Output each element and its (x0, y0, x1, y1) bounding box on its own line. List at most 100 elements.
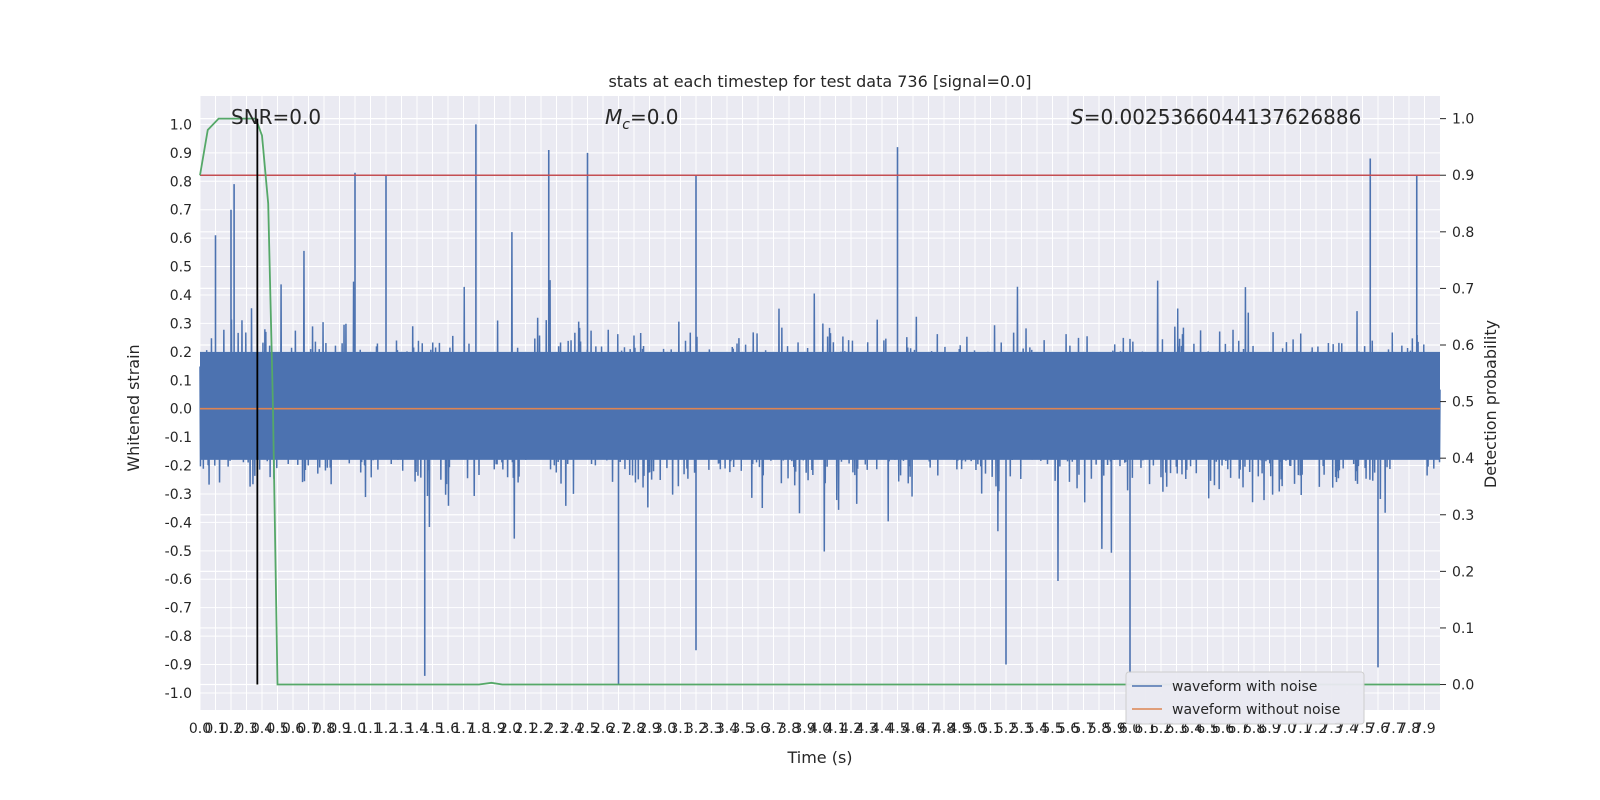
x-tick-label: 2.2 (530, 721, 552, 737)
y2-tick-label: 0.9 (1452, 168, 1474, 184)
y-tick-label: -1.0 (165, 686, 192, 702)
y-tick-label: 0.3 (170, 316, 192, 332)
x-tick-label: 4.4 (871, 721, 893, 737)
x-tick-label: 1.9 (483, 721, 505, 737)
y2-tick-label: 0.8 (1452, 225, 1474, 241)
y2-tick-label: 0.0 (1452, 678, 1474, 694)
legend: waveform with noise waveform without noi… (1125, 671, 1365, 725)
x-tick-label: 3.0 (654, 721, 676, 737)
x-axis-label: Time (s) (786, 748, 852, 767)
x-tick-label: 0.9 (328, 721, 350, 737)
x-tick-label: 5.6 (1057, 721, 1079, 737)
x-tick-label: 1.4 (406, 721, 428, 737)
x-tick-label: 1.0 (344, 721, 366, 737)
noise-core-band (200, 351, 1440, 460)
x-tick-label: 5.7 (1072, 721, 1094, 737)
x-tick-label: 2.1 (514, 721, 536, 737)
x-tick-label: 6.4 (1181, 721, 1203, 737)
x-tick-label: 5.2 (995, 721, 1017, 737)
y-tick-label: 0.0 (170, 402, 192, 418)
x-tick-label: 5.0 (964, 721, 986, 737)
legend-box (1125, 671, 1365, 725)
x-tick-label: 7.5 (1351, 721, 1373, 737)
x-tick-label: 4.1 (824, 721, 846, 737)
x-tick-label: 5.9 (1103, 721, 1125, 737)
x-ticks: 0.00.10.20.30.40.50.60.70.80.91.01.11.21… (189, 721, 1436, 737)
x-tick-label: 3.9 (793, 721, 815, 737)
y-tick-label: 0.8 (170, 174, 192, 190)
x-tick-label: 2.9 (638, 721, 660, 737)
score-annotation: S=0.002536604413762688​6 (1071, 105, 1361, 129)
x-tick-label: 6.8 (1243, 721, 1265, 737)
y-tick-label: 1.0 (170, 117, 192, 133)
x-tick-label: 1.8 (468, 721, 490, 737)
x-tick-label: 7.6 (1367, 721, 1389, 737)
y2-tick-label: 1.0 (1452, 112, 1474, 128)
x-tick-label: 2.5 (576, 721, 598, 737)
x-tick-label: 4.8 (933, 721, 955, 737)
x-tick-label: 1.3 (390, 721, 412, 737)
detection-probability-line (199, 117, 1440, 686)
y-tick-label: -0.9 (165, 658, 192, 674)
x-tick-label: 3.4 (716, 721, 738, 737)
x-tick-label: 5.5 (1041, 721, 1063, 737)
x-tick-label: 2.3 (545, 721, 567, 737)
chart-title: stats at each timestep for test data 736… (608, 72, 1031, 91)
right-y-ticks: 1.0 0.9 0.8 0.7 0.6 0.5 0.4 0.3 0.2 0.1 0.0 (1440, 112, 1474, 694)
x-tick-label: 0.0 (189, 721, 211, 737)
x-tick-label: 7.8 (1398, 721, 1420, 737)
x-tick-label: 0.2 (220, 721, 242, 737)
y-tick-label: 0.7 (170, 203, 192, 219)
x-tick-label: 2.7 (607, 721, 629, 737)
x-tick-label: 0.4 (251, 721, 273, 737)
y-tick-label: -0.6 (165, 572, 192, 588)
x-tick-label: 4.7 (917, 721, 939, 737)
score-value: =0.002536604413762688​6 (1084, 105, 1362, 129)
x-tick-label: 2.0 (499, 721, 521, 737)
x-tick-label: 2.6 (592, 721, 614, 737)
y-axis-label: Whitened strain (124, 344, 143, 471)
x-tick-label: 5.1 (979, 721, 1001, 737)
x-tick-label: 6.5 (1196, 721, 1218, 737)
chirp-mass-value: =0.0 (630, 105, 679, 129)
score-symbol: S (1071, 105, 1084, 129)
x-tick-label: 3.5 (731, 721, 753, 737)
x-tick-label: 2.8 (623, 721, 645, 737)
x-tick-label: 4.3 (855, 721, 877, 737)
x-tick-label: 3.3 (700, 721, 722, 737)
chirp-mass-annotation: Mc=0.0 (605, 105, 679, 133)
y2-tick-label: 0.5 (1452, 395, 1474, 411)
x-tick-label: 3.8 (778, 721, 800, 737)
x-tick-label: 3.1 (669, 721, 691, 737)
y-tick-label: -0.2 (165, 459, 192, 475)
x-tick-label: 0.6 (282, 721, 304, 737)
y2-tick-label: 0.1 (1452, 621, 1474, 637)
x-tick-label: 6.1 (1134, 721, 1156, 737)
x-tick-label: 6.0 (1119, 721, 1141, 737)
x-tick-label: 7.3 (1320, 721, 1342, 737)
y2-tick-label: 0.2 (1452, 564, 1474, 580)
x-tick-label: 2.4 (561, 721, 583, 737)
x-tick-label: 0.5 (266, 721, 288, 737)
x-tick-label: 7.1 (1289, 721, 1311, 737)
x-tick-label: 7.0 (1274, 721, 1296, 737)
x-tick-label: 7.4 (1336, 721, 1358, 737)
y-tick-label: 0.9 (170, 146, 192, 162)
x-tick-label: 0.8 (313, 721, 335, 737)
x-tick-label: 4.6 (902, 721, 924, 737)
x-tick-label: 1.7 (452, 721, 474, 737)
x-tick-label: 5.3 (1010, 721, 1032, 737)
y-tick-label: -0.7 (165, 601, 192, 617)
y2-tick-label: 0.4 (1452, 451, 1474, 467)
y-tick-label: -0.1 (165, 430, 192, 446)
y-tick-label: 0.5 (170, 260, 192, 276)
legend-label-clean: waveform without noise (1172, 702, 1340, 718)
y-tick-label: 0.4 (170, 288, 192, 304)
x-tick-label: 4.9 (948, 721, 970, 737)
x-tick-label: 6.7 (1227, 721, 1249, 737)
x-tick-label: 3.6 (747, 721, 769, 737)
chirp-mass-subscript: c (622, 117, 630, 133)
y-tick-label: -0.4 (165, 515, 192, 531)
y2-axis-label: Detection probability (1481, 320, 1500, 488)
